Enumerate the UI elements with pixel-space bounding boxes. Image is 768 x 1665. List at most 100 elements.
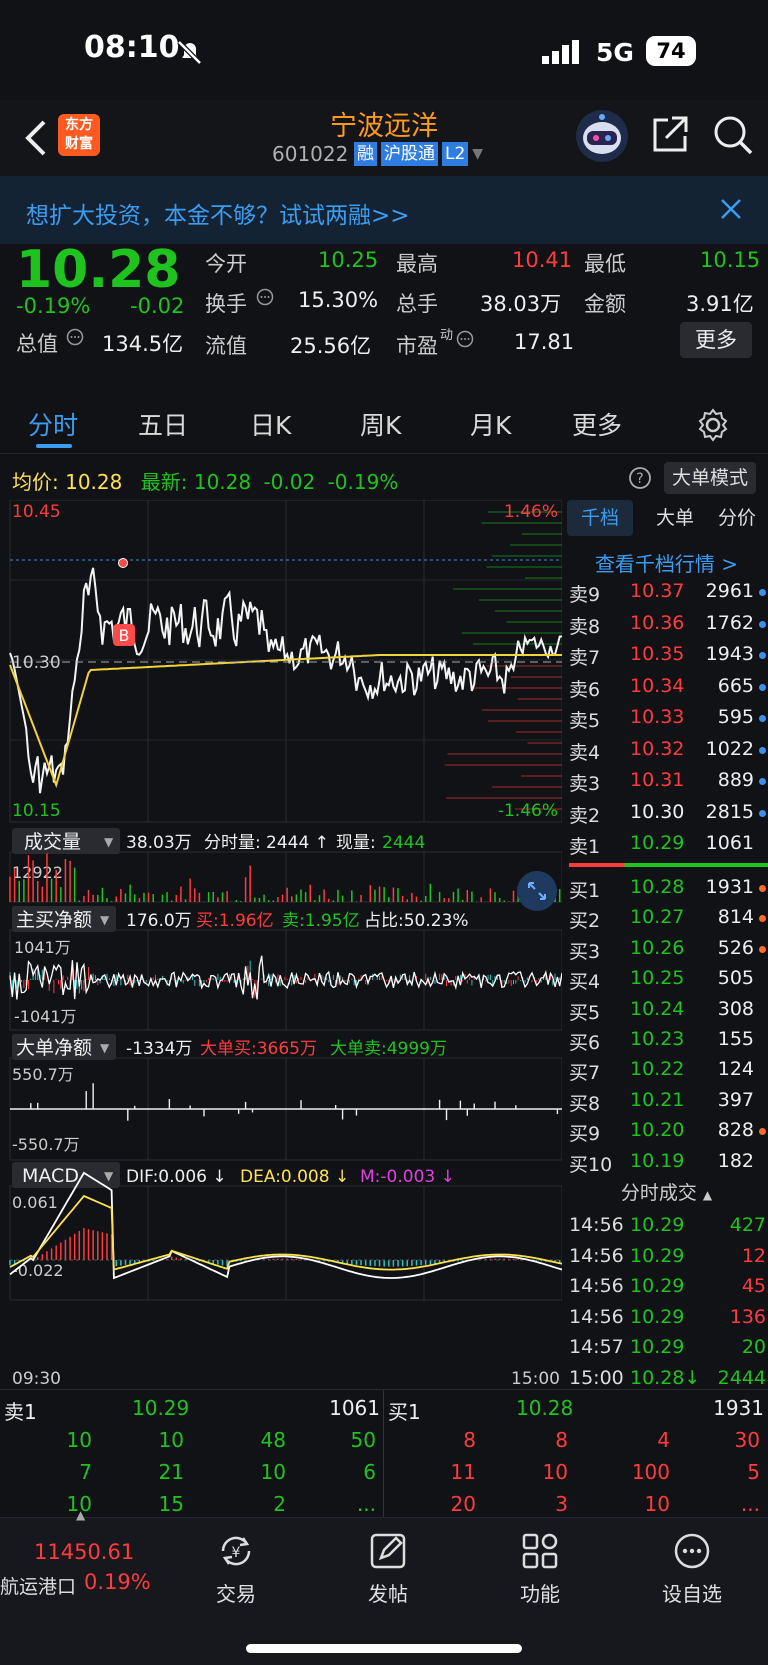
order-dot-icon xyxy=(759,652,766,659)
bid-level: 买10 xyxy=(569,1153,613,1176)
silent-bell-icon xyxy=(177,40,202,65)
sector-index-name: 航运港口 xyxy=(0,1576,77,1598)
more-button[interactable]: 更多 xyxy=(680,322,752,358)
tick-row: 14:57 10.29 20 xyxy=(565,1334,768,1364)
tab-daily-k[interactable]: 日K xyxy=(250,411,292,440)
order-book: 千档 大单 分价 查看千档行情 > 卖9 10.37 2961 卖8 10.36 1762… xyxy=(565,500,768,1389)
search-icon[interactable] xyxy=(712,114,754,156)
book-tab-big[interactable]: 大单 xyxy=(655,507,694,529)
turnover-label: 换手 xyxy=(205,292,247,316)
nav-function[interactable]: 功能 xyxy=(485,1530,595,1607)
ask-volume: 665 xyxy=(717,674,754,697)
ask-volume: 1061 xyxy=(705,832,754,854)
tab-monthly-k[interactable]: 月K xyxy=(470,411,512,440)
dea-line xyxy=(9,1194,562,1271)
nav-post[interactable]: 发帖 xyxy=(333,1530,443,1607)
order-dot-icon xyxy=(759,915,766,923)
volume-total: 38.03万 xyxy=(126,833,192,853)
tab-five-day[interactable]: 五日 xyxy=(138,411,189,440)
queue-buy-cell: 8 xyxy=(555,1428,568,1452)
promo-text[interactable]: 想扩大投资，本金不够？试试两融>> xyxy=(26,203,410,229)
avg-label: 均价: xyxy=(12,470,59,494)
order-dot-icon xyxy=(759,1128,766,1136)
book-tab-depth[interactable]: 千档 xyxy=(567,500,633,536)
tick-row: 14:56 10.29 45 xyxy=(565,1273,768,1303)
share-icon[interactable] xyxy=(650,114,690,154)
tag-l2: L2 xyxy=(442,142,469,166)
queue-sell-price: 10.29 xyxy=(132,1396,190,1420)
bid-price: 10.27 xyxy=(630,906,685,929)
big-bottom-label: -550.7万 xyxy=(12,1135,80,1154)
bid-volume: 182 xyxy=(717,1149,754,1172)
ask-volume: 1943 xyxy=(705,643,754,665)
order-dot-icon xyxy=(759,683,766,691)
queue-buy-cell: 10 xyxy=(542,1460,568,1484)
net-indicator-select[interactable] xyxy=(12,906,116,932)
expand-icon[interactable] xyxy=(517,871,557,911)
nav-add-watchlist[interactable]: 设自选 xyxy=(637,1530,747,1607)
tab-active-indicator xyxy=(36,444,72,448)
queue-sell-cell: 7 xyxy=(79,1460,92,1484)
turnover-value: 15.30% xyxy=(298,288,379,312)
mcap-label: 总值 xyxy=(16,332,58,356)
bid-row: 买6 10.23 155 xyxy=(565,1026,768,1056)
volume-indicator-select[interactable] xyxy=(12,828,120,854)
promo-banner[interactable]: 想扩大投资，本金不够？试试两融>> xyxy=(0,176,768,244)
ticks-title[interactable]: 分时成交 ▲ xyxy=(565,1178,768,1208)
stock-name: 宁波远洋 xyxy=(330,111,438,142)
queue-buy-cell: ... xyxy=(740,1492,760,1516)
nav-trade[interactable]: ¥ 交易 xyxy=(181,1530,291,1607)
help-icon[interactable]: ? xyxy=(628,466,652,490)
collapse-caret-icon: ▲ xyxy=(702,1188,713,1202)
ask-price: 10.31 xyxy=(630,769,685,791)
sector-index-widget[interactable]: ▲ 11450.61 航运港口 0.19% xyxy=(0,1508,156,1608)
dropdown-caret-icon[interactable]: ▼ xyxy=(472,146,484,162)
tick-time: 15:00 xyxy=(569,1366,624,1389)
info-icon[interactable] xyxy=(256,288,274,306)
big-order-indicator-select[interactable] xyxy=(12,1034,116,1060)
macd-indicator-label: MACD xyxy=(22,1165,79,1187)
intraday-charts[interactable]: B 10.45 10.30 10.15 1.46% -1.46% 成交量 ▼ 3… xyxy=(0,500,562,1388)
tab-more[interactable]: 更多 xyxy=(572,411,623,440)
order-dot-icon xyxy=(759,746,766,754)
close-icon[interactable] xyxy=(720,198,742,220)
tick-volume: 136 xyxy=(729,1305,766,1328)
ask-price: 10.36 xyxy=(630,611,685,634)
buy-marker[interactable] xyxy=(113,624,135,646)
order-dot-icon xyxy=(759,715,766,722)
tick-row: 14:56 10.29 427 xyxy=(565,1212,768,1242)
info-icon[interactable] xyxy=(66,328,84,346)
book-tab-price[interactable]: 分价 xyxy=(717,507,756,529)
big-order-mode-button[interactable]: 大单模式 xyxy=(664,462,756,494)
macd-indicator-select[interactable] xyxy=(12,1162,120,1188)
svg-text:¥: ¥ xyxy=(232,1545,241,1561)
order-dot-icon xyxy=(759,885,766,892)
price-line xyxy=(9,567,562,794)
fs-volume-label: 分时量: xyxy=(204,833,261,853)
bid-level: 买3 xyxy=(569,940,601,963)
bid-volume: 1931 xyxy=(705,876,754,898)
ask-price: 10.37 xyxy=(630,580,685,602)
app-logo[interactable]: 东方 财富 xyxy=(58,114,100,156)
back-chevron-icon[interactable] xyxy=(22,118,48,158)
robot-avatar-icon[interactable] xyxy=(574,108,630,164)
info-icon[interactable] xyxy=(456,330,474,348)
tab-weekly-k[interactable]: 周K xyxy=(360,411,402,440)
macd-chart xyxy=(9,1171,562,1280)
bid-row: 买10 10.19 182 xyxy=(565,1148,768,1178)
ask-level: 卖2 xyxy=(569,804,601,827)
big-order-indicator-label: 大单净额 xyxy=(16,1037,92,1059)
tab-intraday[interactable]: 分时 xyxy=(28,411,79,440)
view-depth-link[interactable]: 查看千档行情 > xyxy=(594,552,739,576)
ask-row: 卖9 10.37 2961 xyxy=(565,578,768,608)
bid-price: 10.28 xyxy=(630,876,685,898)
depth-queue: 卖1 10.29 1061 买1 10.28 1931 10 10 48 50 7 21 1… xyxy=(0,1389,768,1518)
ask-level: 卖6 xyxy=(569,678,601,701)
net-value: 176.0万 xyxy=(126,911,192,931)
queue-sell-cell: 6 xyxy=(363,1460,376,1484)
nav-add-watchlist-label: 设自选 xyxy=(662,1582,722,1606)
big-top-label: 550.7万 xyxy=(12,1065,74,1084)
signal-icon xyxy=(542,40,579,64)
gear-icon[interactable] xyxy=(696,408,730,442)
net-flow-line xyxy=(9,955,562,1000)
